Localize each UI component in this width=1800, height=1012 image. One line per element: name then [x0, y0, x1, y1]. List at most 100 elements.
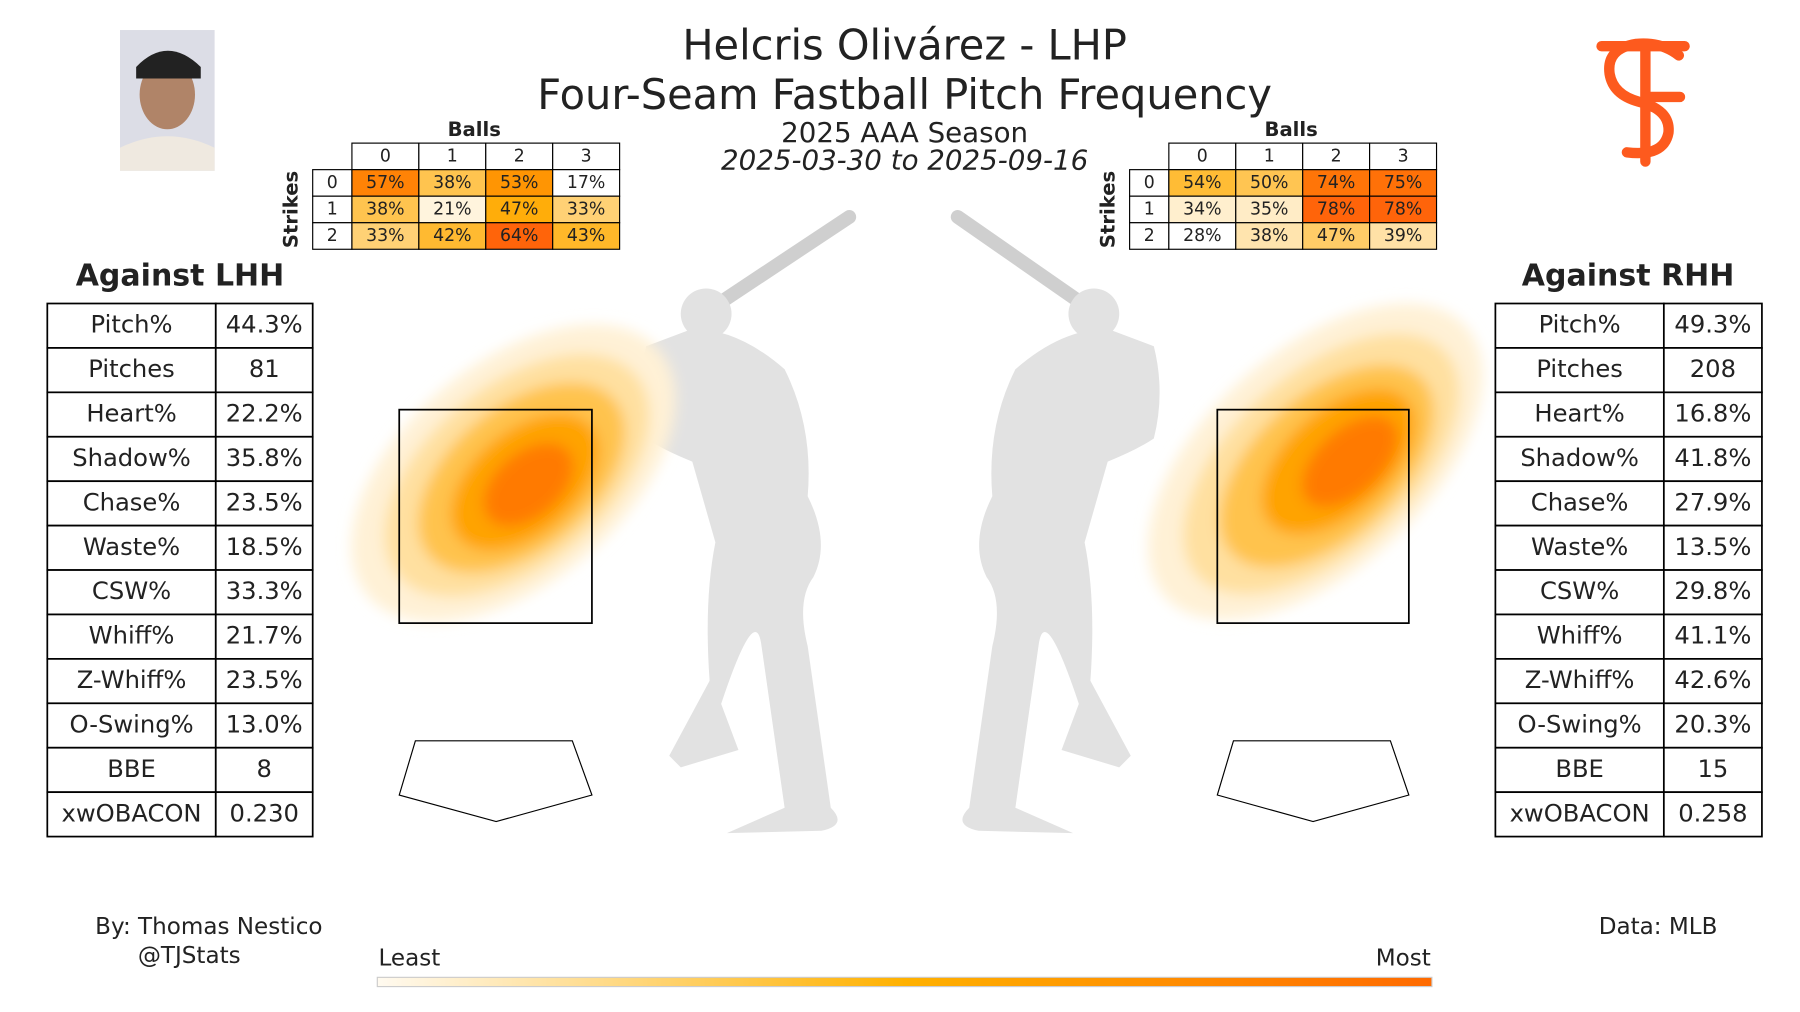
stat-label: Waste%: [83, 533, 180, 561]
stat-label-cell: [1494, 702, 1665, 749]
batter-right: [950, 210, 1160, 834]
stat-value-cell: [1662, 791, 1763, 838]
count-cell: [1369, 222, 1438, 250]
count-value: 78%: [1317, 199, 1355, 219]
row-label: 1: [327, 199, 338, 219]
table-title: Against LHH: [76, 258, 285, 293]
stat-label: BBE: [107, 755, 156, 783]
season: 2025 AAA Season: [781, 116, 1028, 149]
row-header-cell: [1129, 169, 1170, 197]
stat-value: 41.1%: [1674, 622, 1751, 650]
stat-label: Whiff%: [1537, 622, 1623, 650]
stat-label-cell: [46, 791, 217, 838]
count-value: 38%: [366, 199, 404, 219]
stat-label-cell: [1494, 391, 1665, 438]
count-value: 33%: [366, 226, 404, 246]
columns-title: Balls: [448, 118, 501, 141]
stat-label-cell: [1494, 746, 1665, 794]
stat-label: Pitch%: [1539, 311, 1621, 339]
count-cell: [1369, 169, 1438, 197]
count-cell: [485, 195, 554, 224]
stat-label-cell: [1494, 524, 1665, 571]
count-value: 38%: [433, 173, 471, 193]
stat-label: xwOBACON: [1510, 799, 1650, 827]
stat-label: Chase%: [1531, 488, 1629, 516]
stat-label: O-Swing%: [69, 711, 193, 739]
count-value: 33%: [567, 199, 605, 219]
column-label: 1: [447, 146, 458, 166]
stat-value-cell: [214, 791, 314, 838]
stat-label: BBE: [1555, 755, 1604, 783]
stat-value-cell: [1662, 302, 1763, 349]
row-label: 1: [1144, 199, 1155, 219]
stat-value-cell: [214, 702, 314, 749]
count-value: 50%: [1250, 173, 1288, 193]
legend-low: Least: [378, 945, 440, 971]
count-cell: [1369, 195, 1438, 224]
count-value: 75%: [1384, 173, 1422, 193]
stat-label: Z-Whiff%: [1525, 666, 1635, 694]
legend-high: Most: [1376, 945, 1431, 971]
stat-value-cell: [214, 524, 314, 571]
columns-title: Balls: [1265, 118, 1318, 141]
count-cell: [418, 169, 487, 197]
column-label: 2: [1331, 146, 1342, 166]
header-cell: [552, 142, 621, 171]
stat-value-cell: [1662, 480, 1763, 527]
stat-label: Shadow%: [1520, 444, 1639, 472]
stat-label-cell: [46, 746, 217, 794]
count-cell: [418, 195, 487, 224]
count-cell: [351, 169, 420, 197]
stat-label: Heart%: [86, 400, 176, 428]
count-cell: [552, 195, 621, 224]
row-label: 0: [327, 173, 338, 193]
stat-value-cell: [1662, 347, 1763, 394]
stat-value-cell: [214, 347, 314, 394]
header-cell: [1168, 142, 1237, 171]
stat-value: 23.5%: [226, 666, 303, 694]
stat-label-cell: [1494, 569, 1665, 616]
stat-value-cell: [1662, 435, 1763, 483]
stat-value: 33.3%: [226, 577, 303, 605]
count-value: 47%: [1317, 226, 1355, 246]
count-cell: [552, 169, 621, 197]
date-range: 2025-03-30 to 2025-09-16: [721, 144, 1088, 177]
stat-label-cell: [46, 302, 217, 349]
handle: @TJStats: [138, 943, 241, 969]
count-cell: [1168, 222, 1237, 250]
column-label: 0: [1197, 146, 1208, 166]
stat-value: 35.8%: [226, 444, 303, 472]
count-cell: [552, 222, 621, 250]
count-value: 64%: [500, 226, 538, 246]
count-value: 34%: [1183, 199, 1221, 219]
stat-value-cell: [1662, 746, 1763, 794]
player-photo: [120, 30, 215, 171]
stat-value: 13.5%: [1674, 533, 1751, 561]
count-value: 42%: [433, 226, 471, 246]
strike-zone: [1216, 408, 1410, 624]
stat-value: 18.5%: [226, 533, 303, 561]
color-bar: [376, 976, 1433, 988]
count-cell: [485, 222, 554, 250]
stat-value-cell: [1662, 702, 1763, 749]
stat-value-cell: [1662, 524, 1763, 571]
credit: By: Thomas Nestico: [95, 914, 322, 940]
stat-value-cell: [1662, 569, 1763, 616]
rows-title: Strikes: [279, 171, 302, 248]
count-cell: [351, 195, 420, 224]
count-cell: [351, 222, 420, 250]
row-header-cell: [312, 222, 353, 250]
stat-label-cell: [46, 435, 217, 483]
rows-title: Strikes: [1096, 171, 1119, 248]
stat-value-cell: [214, 613, 314, 660]
column-label: 0: [380, 146, 391, 166]
row-header-cell: [312, 195, 353, 224]
stat-value: 81: [249, 355, 280, 383]
count-value: 28%: [1183, 226, 1221, 246]
stat-value: 42.6%: [1674, 666, 1751, 694]
stat-value-cell: [214, 569, 314, 616]
stat-value: 16.8%: [1674, 400, 1751, 428]
stat-label-cell: [46, 613, 217, 660]
home-plate: [1216, 740, 1410, 823]
home-plate: [398, 740, 593, 823]
